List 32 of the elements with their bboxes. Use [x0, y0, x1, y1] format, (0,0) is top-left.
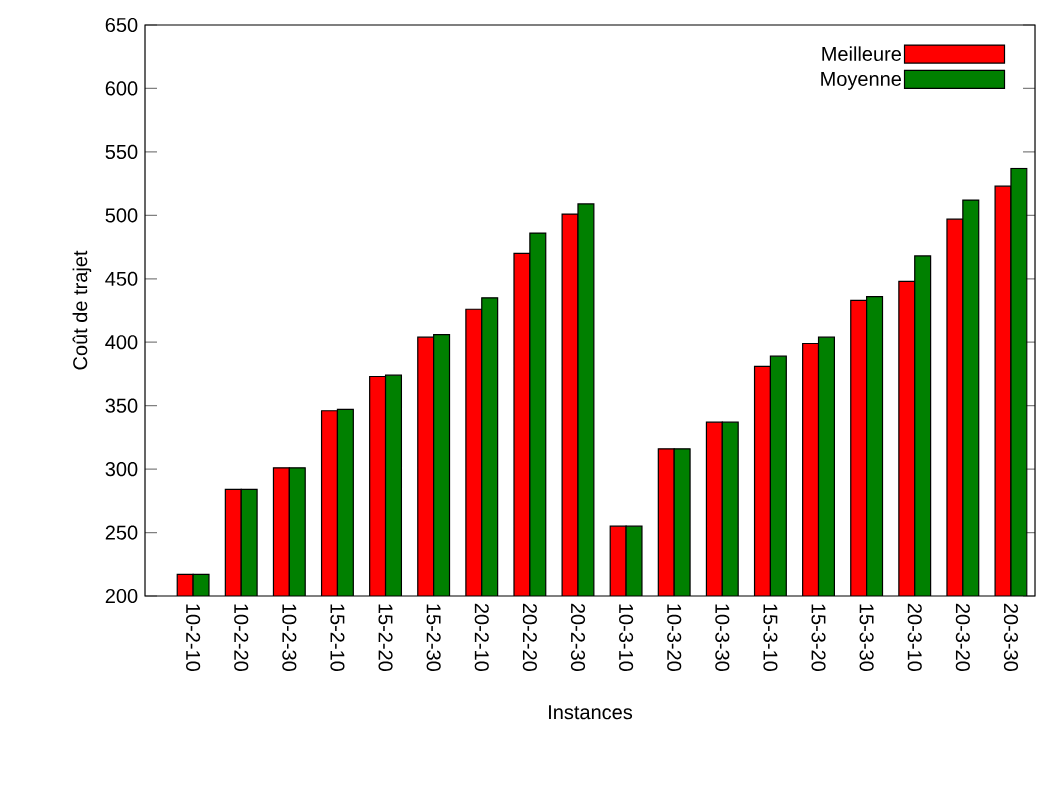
x-tick-label: 20-3-30 [1003, 603, 1019, 671]
x-axis-title: Instances [549, 705, 633, 720]
y-tick-label: 550 [105, 144, 138, 159]
x-tick-label: 15-3-20 [811, 604, 826, 671]
y-tick-label: 450 [105, 271, 138, 286]
x-tick-label: 10-3-20 [667, 604, 682, 671]
x-tick-label: 20-2-10 [474, 603, 489, 671]
y-tick-label: 650 [105, 17, 138, 33]
y-axis-title: Coût de trajet [72, 250, 92, 370]
y-tick-label: 350 [105, 398, 138, 413]
x-tick-label: 15-2-20 [378, 604, 393, 671]
y-tick-label: 200 [105, 588, 138, 604]
x-tick-label: 20-3-10 [907, 603, 922, 671]
x-tick-label: 10-3-10 [619, 604, 634, 671]
legend-label: Moyenne [821, 72, 901, 90]
y-tick-label: 500 [105, 208, 138, 223]
y-tick-label: 300 [105, 462, 138, 477]
x-tick-label: 15-3-10 [763, 604, 778, 671]
y-tick-label: 400 [105, 335, 138, 350]
x-tick-label: 20-2-30 [570, 603, 586, 671]
x-tick-label: 20-3-20 [955, 603, 970, 671]
x-tick-label: 10-2-10 [186, 604, 201, 671]
x-tick-label: 20-2-20 [522, 603, 537, 671]
legend-label: Meilleure [822, 46, 901, 62]
x-tick-label: 10-2-30 [282, 604, 297, 671]
x-tick-label: 15-3-30 [859, 604, 874, 671]
x-tick-label: 15-2-10 [330, 604, 345, 671]
y-tick-label: 250 [105, 525, 138, 540]
y-tick-label: 600 [105, 81, 138, 96]
x-tick-label: 15-2-30 [426, 604, 441, 671]
x-tick-label: 10-3-30 [715, 604, 730, 671]
x-tick-label: 10-2-20 [234, 604, 249, 671]
